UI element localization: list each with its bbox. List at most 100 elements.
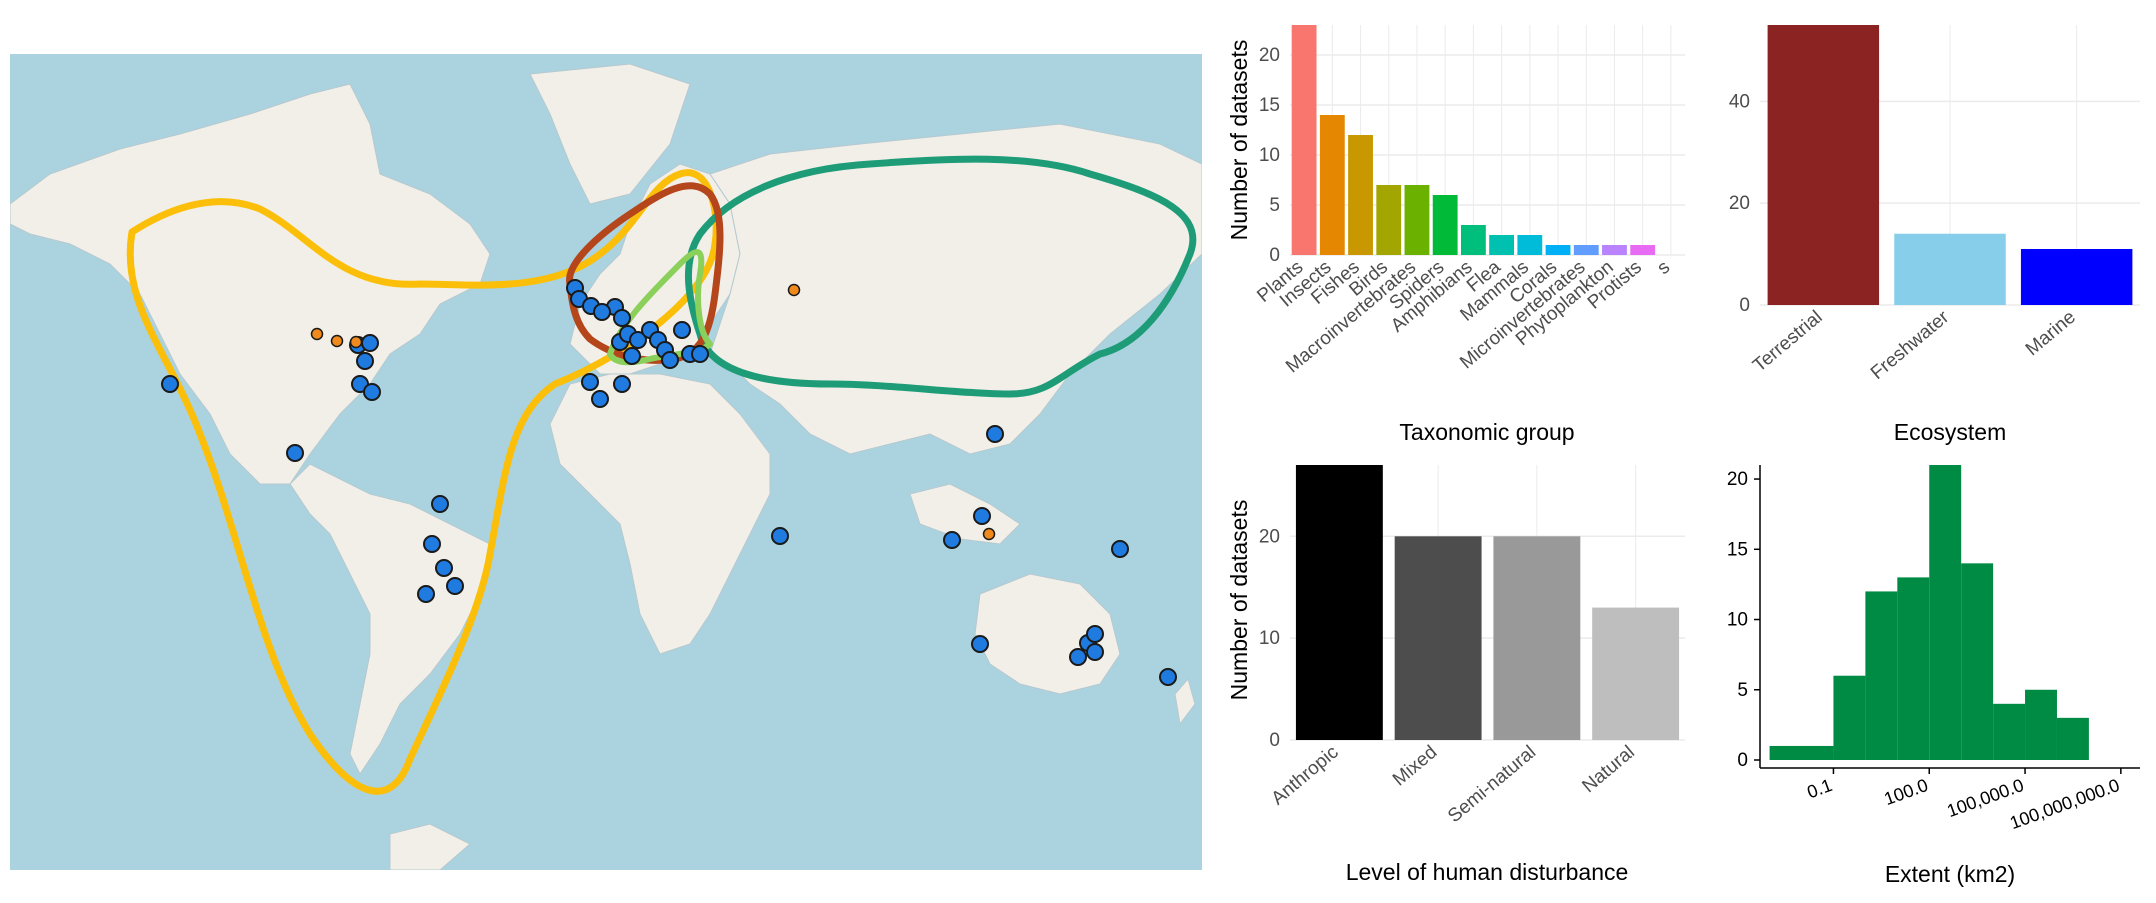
chart-human-disturbance: 0 10 20 Anthropic Mixed Semi-natural Natural Le… [1226, 465, 1685, 885]
x-tick-label: Semi-natural [1444, 742, 1540, 827]
bar-flea [1489, 235, 1515, 255]
bar-marine [2020, 249, 2133, 305]
study-point-blue [591, 390, 609, 408]
x-tick-label: Marine [2022, 307, 2080, 360]
land-australia [974, 573, 1121, 695]
y-tick-label: 0 [1269, 730, 1280, 751]
study-point-blue [1086, 643, 1104, 661]
study-point-blue [1086, 625, 1104, 643]
bar-freshwater [1894, 233, 2006, 305]
y-tick-label: 10 [1259, 145, 1280, 166]
bar-terrestrial [1767, 25, 1880, 305]
x-tick-label: s [1653, 257, 1674, 279]
study-point-blue [1111, 540, 1129, 558]
y-tick-label: 10 [1727, 610, 1748, 631]
study-point-blue [1069, 648, 1087, 666]
study-point-blue [971, 635, 989, 653]
x-axis-title: Ecosystem [1894, 419, 2006, 445]
study-point-blue [771, 527, 789, 545]
x-tick-label: Freshwater [1867, 306, 1954, 384]
study-point-blue [623, 347, 641, 365]
x-axis-title: Level of human disturbance [1346, 859, 1629, 885]
study-point-blue [673, 321, 691, 339]
study-point-blue [356, 352, 374, 370]
bar-fishes [1348, 135, 1373, 255]
study-point-blue [161, 375, 179, 393]
study-point-blue [286, 444, 304, 462]
x-tick-label: Terrestrial [1749, 307, 1826, 377]
bar-plants [1291, 25, 1317, 255]
y-tick-label: 15 [1727, 539, 1748, 560]
y-tick-label: 0 [1737, 750, 1748, 771]
x-tick-label: Natural [1578, 742, 1638, 797]
region-polygon-lightgreen [607, 249, 713, 366]
x-tick-label: 100.0 [1881, 775, 1930, 809]
x-tick-label: 100,000,000.0 [2007, 775, 2122, 833]
bar-mammals [1517, 235, 1543, 255]
study-point-blue [435, 559, 453, 577]
region-polygon-brown [566, 182, 724, 364]
study-point-orange [349, 335, 363, 349]
region-polygon-yellow [126, 169, 720, 795]
study-point-blue [417, 585, 435, 603]
bar-phytoplankton [1602, 245, 1627, 255]
bar-microinvertebrates [1573, 245, 1599, 255]
study-point-blue [986, 425, 1004, 443]
bar-amphibians [1460, 225, 1486, 255]
study-point-blue [431, 495, 449, 513]
study-point-blue [691, 345, 709, 363]
study-point-blue [581, 373, 599, 391]
bar-mixed [1394, 536, 1482, 740]
bar-birds [1376, 185, 1402, 255]
y-tick-label: 40 [1729, 91, 1750, 112]
study-point-blue [629, 331, 647, 349]
histogram-bin [1961, 563, 1994, 760]
histogram-bin [1865, 591, 1898, 760]
study-point-orange [982, 527, 996, 541]
y-tick-label: 0 [1269, 245, 1280, 266]
y-tick-label: 20 [1727, 469, 1748, 490]
study-point-blue [661, 351, 679, 369]
bar-corals [1545, 245, 1571, 255]
chart-taxonomic-group: 05101520PlantsInsectsFishesBirdsMacroinv… [1226, 25, 1685, 445]
histogram-bin [1897, 577, 1930, 760]
y-tick-label: 0 [1739, 295, 1750, 316]
study-point-blue [943, 531, 961, 549]
chart-ecosystem: 0 20 40 Terrestrial Freshwater Marine Ecosyste… [1729, 25, 2140, 445]
y-tick-label: 10 [1259, 628, 1280, 649]
bar-macroinvertebrates [1404, 185, 1430, 255]
y-tick-label: 15 [1259, 95, 1280, 116]
study-site-points [161, 279, 1177, 686]
x-axis-title: Extent (km2) [1885, 861, 2015, 887]
y-tick-label: 20 [1259, 526, 1280, 547]
histogram-bin [1929, 465, 1962, 760]
study-point-orange [330, 334, 344, 348]
histogram-bin [2025, 689, 2057, 760]
study-point-blue [363, 383, 381, 401]
bar-semi-natural [1493, 536, 1581, 740]
histogram-bin [2056, 717, 2089, 760]
y-axis-title: Number of datasets [1226, 40, 1252, 241]
study-point-blue [423, 535, 441, 553]
study-point-orange [310, 327, 324, 341]
land-africa [549, 373, 771, 655]
study-point-blue [613, 375, 631, 393]
y-tick-label: 20 [1729, 193, 1750, 214]
land-greenland [529, 63, 691, 205]
bar-anthropic [1295, 465, 1383, 740]
y-axis-title: Number of datasets [1226, 500, 1252, 701]
study-point-blue [446, 577, 464, 595]
x-tick-label: Mixed [1389, 742, 1441, 791]
study-point-blue [1159, 668, 1177, 686]
y-tick-label: 5 [1269, 195, 1280, 216]
y-tick-label: 20 [1259, 45, 1280, 66]
study-point-orange [787, 283, 801, 297]
bar-protists [1630, 245, 1656, 255]
land-new-zealand [1174, 677, 1196, 726]
study-point-blue [973, 507, 991, 525]
bar-spiders [1432, 195, 1458, 255]
y-tick-label: 5 [1737, 680, 1748, 701]
histogram-bin [1833, 675, 1866, 760]
bar-natural [1592, 607, 1680, 740]
